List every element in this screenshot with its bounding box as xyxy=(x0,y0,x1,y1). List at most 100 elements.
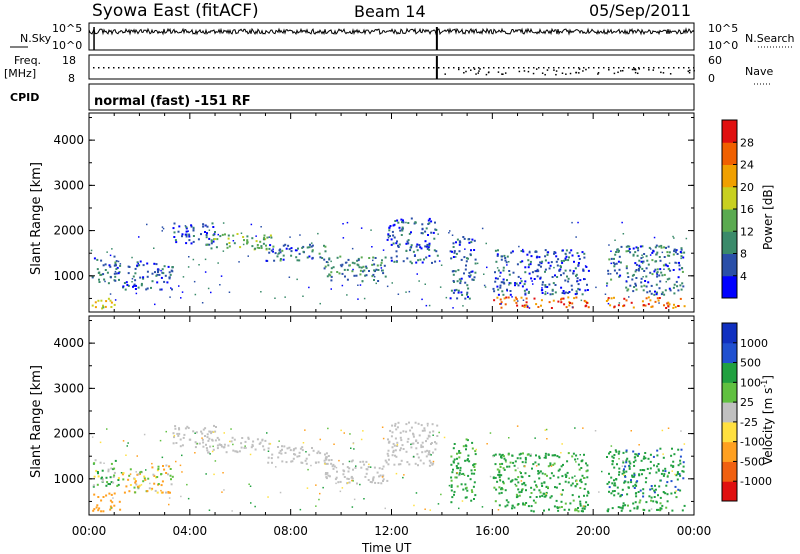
data-cell xyxy=(536,268,539,271)
data-cell xyxy=(564,502,567,505)
data-cell xyxy=(460,277,463,280)
freq-point xyxy=(373,67,375,69)
data-cell xyxy=(142,277,145,280)
data-cell xyxy=(627,486,630,489)
data-cell xyxy=(584,265,587,267)
data-cell xyxy=(628,465,631,468)
data-cell xyxy=(568,508,571,511)
data-cell xyxy=(379,264,382,267)
data-cell xyxy=(390,243,393,246)
data-cell xyxy=(114,263,117,266)
data-cell xyxy=(208,237,211,240)
freq-point xyxy=(263,67,265,69)
data-cell xyxy=(452,461,455,464)
data-cell xyxy=(456,467,459,470)
data-cell xyxy=(96,258,99,261)
data-cell xyxy=(555,255,558,258)
data-cell xyxy=(352,468,354,471)
data-cell xyxy=(535,250,538,253)
nsky-frame xyxy=(88,22,695,51)
data-cell xyxy=(665,264,668,267)
data-cell xyxy=(585,501,588,504)
data-cell xyxy=(382,249,385,251)
data-cell xyxy=(473,498,475,500)
data-cell xyxy=(637,452,640,455)
data-cell xyxy=(222,472,224,474)
freq-point xyxy=(368,67,370,69)
data-cell xyxy=(102,510,105,513)
data-cell xyxy=(489,475,492,478)
data-cell xyxy=(382,478,385,481)
freq-point xyxy=(548,67,550,69)
nsky-panel: N.Sky 10^5 10^0 10^5 10^0 N.Search xyxy=(10,22,795,52)
data-cell xyxy=(582,427,584,429)
data-cell xyxy=(463,474,466,476)
data-cell xyxy=(531,280,533,282)
freq-point xyxy=(193,67,195,69)
data-cell xyxy=(466,489,469,492)
data-cell xyxy=(395,472,398,475)
data-cell xyxy=(346,477,349,480)
data-cell xyxy=(285,461,288,464)
data-cell xyxy=(374,481,377,484)
data-cell xyxy=(169,468,172,470)
data-cell xyxy=(157,271,159,273)
data-cell xyxy=(107,483,110,485)
data-cell xyxy=(192,258,195,261)
data-cell xyxy=(615,251,618,253)
data-cell xyxy=(311,242,313,244)
data-cell xyxy=(465,260,468,263)
data-cell xyxy=(387,233,390,236)
data-cell xyxy=(160,489,162,492)
data-cell xyxy=(352,442,355,444)
data-cell xyxy=(521,488,524,491)
data-cell xyxy=(304,429,306,431)
data-cell xyxy=(496,277,499,280)
data-cell xyxy=(618,275,621,278)
data-cell xyxy=(365,472,368,475)
data-cell xyxy=(423,427,426,430)
data-cell xyxy=(391,454,394,457)
data-cell xyxy=(556,264,559,267)
data-cell xyxy=(494,476,497,479)
data-cell xyxy=(545,491,548,494)
data-cell xyxy=(527,505,530,508)
data-cell xyxy=(415,439,418,442)
data-cell xyxy=(673,453,676,456)
data-cell xyxy=(109,265,112,268)
data-cell xyxy=(428,464,431,467)
data-cell xyxy=(517,284,520,287)
data-cell xyxy=(267,461,270,464)
data-cell xyxy=(496,296,499,299)
data-cell xyxy=(658,287,661,290)
data-cell xyxy=(643,509,646,512)
data-cell xyxy=(549,496,552,499)
data-cell xyxy=(425,440,427,443)
data-cell xyxy=(327,264,330,267)
data-cell xyxy=(508,437,510,439)
data-cell xyxy=(551,293,554,296)
data-cell xyxy=(402,221,405,224)
data-cell xyxy=(650,248,652,250)
data-cell xyxy=(426,422,429,425)
data-cell xyxy=(370,229,372,231)
data-cell xyxy=(659,496,662,499)
data-cell xyxy=(137,262,139,265)
data-cell xyxy=(398,226,401,229)
data-cell xyxy=(576,458,579,460)
data-cell xyxy=(535,485,538,488)
data-cell xyxy=(606,282,609,285)
data-cell xyxy=(168,503,170,506)
data-cell xyxy=(216,447,219,450)
data-cell xyxy=(574,427,576,429)
data-cell xyxy=(656,508,658,511)
data-cell xyxy=(476,262,479,265)
nave-point xyxy=(463,71,465,74)
data-cell xyxy=(571,254,574,257)
data-cell xyxy=(387,449,390,452)
data-cell xyxy=(220,445,223,448)
data-cell xyxy=(417,422,420,425)
data-cell xyxy=(613,305,616,308)
power-frame xyxy=(88,112,695,313)
